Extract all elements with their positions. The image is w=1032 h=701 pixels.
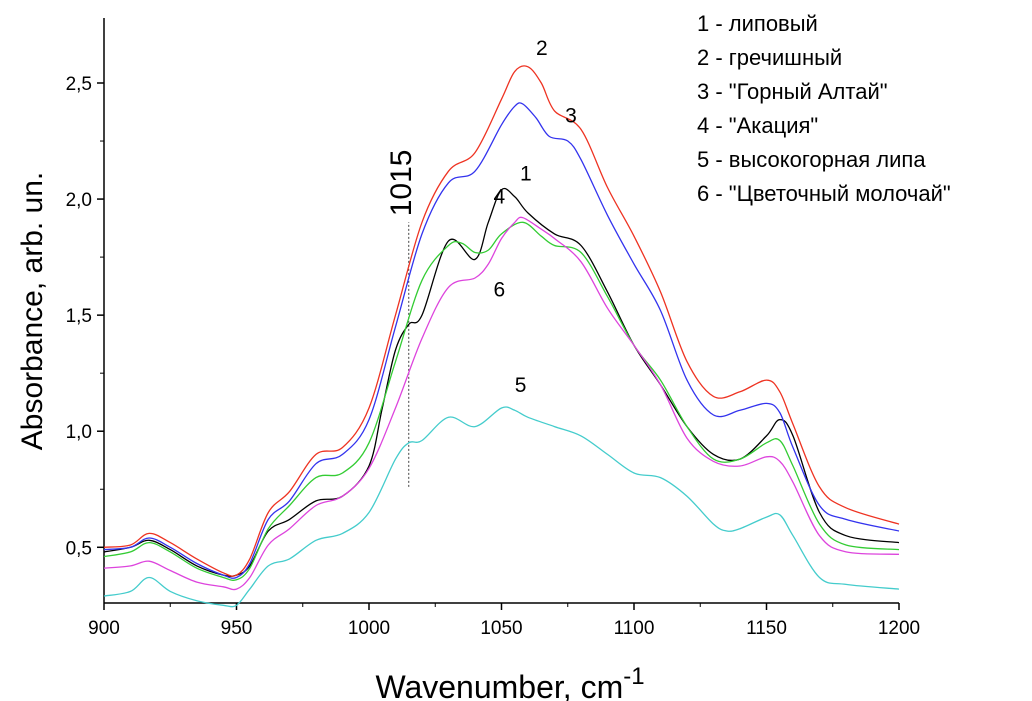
series-group [103,65,900,608]
x-axis-title: Wavenumber, cm-1 [375,663,644,701]
y-tick-label: 2,5 [66,74,92,95]
curve-label-3: 3 [565,104,577,127]
legend-entry-1: 1 - липовый [697,11,818,36]
legend: 1 - липовый 2 - гречишный 3 - "Горный Алта… [697,11,951,206]
series-line-6 [103,216,900,591]
curve-label-6: 6 [494,279,506,302]
y-tick-label: 1,5 [66,306,92,327]
y-tick-label: 2,0 [66,190,92,211]
series-line-2 [103,65,900,577]
series-line-1 [103,187,900,577]
series-line-5 [103,406,900,608]
x-tick-label: 900 [88,618,120,639]
legend-entry-5: 5 - высокогорная липа [697,147,926,172]
y-tick-label: 0,5 [66,538,92,559]
x-tick-label: 1100 [614,618,655,639]
curve-label-5: 5 [515,374,527,397]
annotation-label: 1015 [385,150,418,217]
x-axis-title-superscript: -1 [623,663,644,690]
curve-labels: 1 2 3 4 5 6 [494,37,577,397]
legend-entry-4: 4 - "Акация" [697,113,818,138]
x-tick-label: 1000 [348,618,390,639]
x-tick-label: 1150 [746,618,787,639]
legend-entry-6: 6 - "Цветочный молочай" [697,181,951,206]
x-axis-title-main: Wavenumber, cm [375,669,623,701]
x-tick-label: 950 [221,618,253,639]
curve-label-2: 2 [536,37,548,60]
x-ticks: 900 950 1000 1050 1100 1150 1200 [88,603,920,639]
legend-entry-3: 3 - "Горный Алтай" [697,79,888,104]
y-tick-label: 1,0 [66,422,92,443]
x-tick-label: 1050 [480,618,522,639]
series-line-4 [103,221,900,581]
curve-label-1: 1 [520,163,532,186]
y-ticks: 0,5 1,0 1,5 2,0 2,5 [66,74,104,559]
curve-label-4: 4 [494,186,506,209]
x-tick-label: 1200 [878,618,920,639]
annotation-1015: 1015 [385,150,418,487]
series-line-3 [103,102,900,579]
legend-entry-2: 2 - гречишный [697,45,842,70]
y-axis-title: Absorbance, arb. un. [16,172,49,451]
